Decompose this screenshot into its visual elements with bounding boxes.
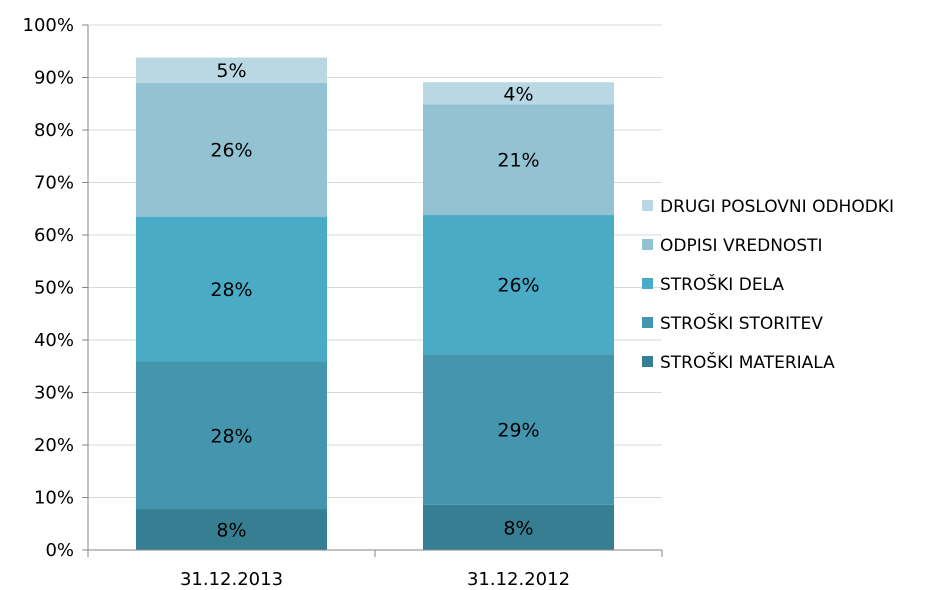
y-tick-label: 60% — [34, 225, 74, 246]
legend-label: STROŠKI STORITEV — [660, 312, 823, 334]
bar-segment — [136, 509, 327, 550]
y-tick-label: 90% — [34, 68, 74, 89]
y-tick-label: 70% — [34, 173, 74, 194]
y-tick-label: 40% — [34, 330, 74, 351]
data-label: 26% — [210, 140, 252, 162]
legend-label: DRUGI POSLOVNI ODHODKI — [660, 197, 894, 217]
bars: 8% 28% 28% 26% 5% 8% 29% 26% 21% 4% — [136, 57, 614, 550]
y-tick-label: 100% — [23, 15, 74, 36]
data-label: 8% — [216, 520, 246, 542]
data-label: 4% — [503, 83, 533, 105]
data-label: 29% — [497, 420, 539, 442]
y-tick-label: 10% — [34, 488, 74, 509]
legend-label: STROŠKI DELA — [660, 273, 784, 295]
legend-label: STROŠKI MATERIALA — [660, 351, 835, 373]
bar-segment — [423, 504, 614, 550]
legend-swatch — [642, 239, 653, 250]
legend-item: STROŠKI MATERIALA — [642, 351, 835, 373]
bar-segment — [423, 354, 614, 505]
bar-segment — [423, 82, 614, 105]
legend-item: DRUGI POSLOVNI ODHODKI — [642, 197, 894, 217]
legend-swatch — [642, 356, 653, 367]
bar-segment — [423, 104, 614, 216]
y-tick-label: 0% — [45, 540, 74, 561]
legend-swatch — [642, 278, 653, 289]
data-label: 26% — [497, 275, 539, 297]
legend-item: STROŠKI DELA — [642, 273, 784, 295]
legend-item: ODPISI VREDNOSTI — [642, 236, 823, 256]
y-tick-label: 50% — [34, 278, 74, 299]
data-label: 8% — [503, 517, 533, 539]
x-tick-label: 31.12.2013 — [180, 569, 283, 590]
data-label: 5% — [216, 60, 246, 82]
data-label: 28% — [210, 279, 252, 301]
x-tick-label: 31.12.2012 — [467, 569, 570, 590]
bar-segment — [136, 216, 327, 362]
legend: DRUGI POSLOVNI ODHODKI ODPISI VREDNOSTI ST… — [642, 197, 894, 373]
data-label: 28% — [210, 425, 252, 447]
data-label: 21% — [497, 150, 539, 172]
bar-segment — [136, 361, 327, 510]
legend-swatch — [642, 317, 653, 328]
bar-segment — [136, 57, 327, 83]
legend-label: ODPISI VREDNOSTI — [660, 236, 823, 256]
legend-item: STROŠKI STORITEV — [642, 312, 823, 334]
y-tick-label: 30% — [34, 383, 74, 404]
bar-segment — [423, 215, 614, 355]
y-axis-ticks: 0% 10% 20% 30% 40% 50% 60% 70% 80% 90% 100% — [23, 15, 88, 561]
y-tick-label: 20% — [34, 435, 74, 456]
bar-segment — [136, 82, 327, 217]
y-tick-label: 80% — [34, 120, 74, 141]
legend-swatch — [642, 200, 653, 211]
x-axis-ticks: 31.12.2013 31.12.2012 — [87, 550, 663, 590]
